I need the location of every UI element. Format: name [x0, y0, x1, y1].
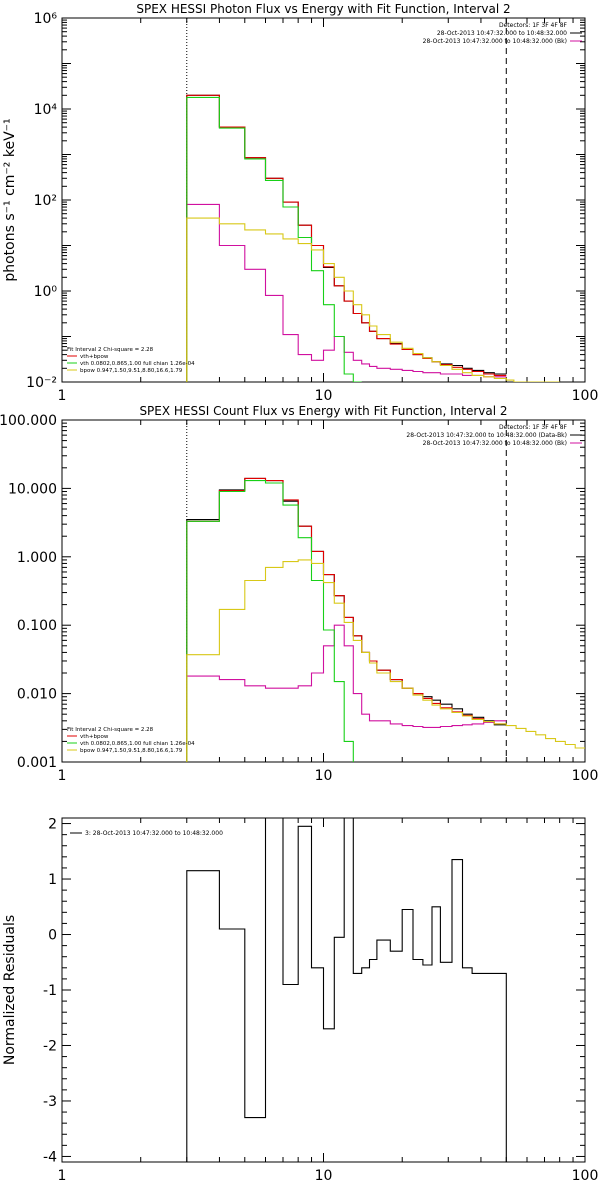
y-tick-label: 10.000 [8, 481, 57, 497]
legend-bottom-left: Fit Interval 2 Chi-square = 2.28vth+bpow… [67, 727, 195, 754]
y-tick-label: -1 [43, 983, 57, 999]
legend-bottom-left: Fit Interval 2 Chi-square = 2.28vth+bpow… [67, 347, 195, 374]
legend-text: bpow 0.947,1.50,9.51,8.80,16.6,1.79 [80, 368, 183, 374]
legend-text: vth 0.0802,0.865,1.00 full chian 1.26e-0… [80, 741, 195, 747]
series-group [186, 94, 560, 382]
series-bpow [186, 559, 585, 762]
series-bpow [186, 217, 560, 382]
y-tick-label: 10⁻² [26, 375, 57, 391]
legend-text: Fit Interval 2 Chi-square = 2.28 [67, 347, 154, 353]
x-tick-label: 100 [572, 1168, 599, 1184]
y-tick-label: 10⁶ [34, 11, 58, 27]
y-axis-label: Normalized Residuals [2, 915, 18, 1065]
legend-text: Detectors: 1F 3F 4F 8F [499, 424, 568, 431]
y-tick-label: 0.001 [17, 755, 57, 771]
x-tick-label: 1 [58, 1168, 67, 1184]
series-vth [186, 480, 354, 762]
legend-text: Fit Interval 2 Chi-square = 2.28 [67, 727, 154, 733]
y-tick-label: 0.010 [17, 687, 57, 703]
legend-text: 28-Oct-2013 10:47:32.000 to 10:48:32.000… [423, 38, 567, 45]
legend-text: bpow 0.947,1.50,9.51,8.80,16.6,1.79 [80, 748, 183, 754]
chart-title: SPEX HESSI Photon Flux vs Energy with Fi… [136, 2, 510, 16]
chart-title: SPEX HESSI Count Flux vs Energy with Fit… [139, 404, 507, 418]
y-tick-label: -2 [43, 1038, 57, 1054]
legend-inset: 3: 28-Oct-2013 10:47:32.000 to 10:48:32.… [70, 830, 223, 837]
x-tick-label: 1 [58, 388, 67, 404]
legend-text: Detectors: 1F 3F 4F 8F [499, 22, 568, 29]
y-tick-label: 0 [48, 928, 57, 944]
series-group [186, 818, 507, 1162]
chart-panel-1: SPEX HESSI Photon Flux vs Energy with Fi… [2, 2, 598, 404]
series-background [186, 203, 507, 382]
x-tick-label: 100 [572, 768, 599, 784]
x-tick-label: 10 [315, 388, 333, 404]
legend-text: vth+bpow [80, 354, 109, 360]
x-tick-label: 10 [315, 768, 333, 784]
chart-panel-3: 1 10 100 -4 -3 -2 -1 0 1 2 Normalized Residuals 3: … [2, 817, 598, 1184]
series-total_fit [186, 477, 507, 762]
y-tick-label: -4 [43, 1149, 57, 1165]
y-tick-label: 100.000 [0, 413, 57, 429]
x-tick-label: 10 [315, 1168, 333, 1184]
legend-text: 28-Oct-2013 10:47:32.000 to 10:48:32.000… [423, 440, 567, 447]
chart-panel-2: SPEX HESSI Count Flux vs Energy with Fit… [0, 404, 598, 784]
x-tick-label: 100 [572, 388, 599, 404]
y-axis-label: photons s⁻¹ cm⁻² keV⁻¹ [2, 118, 18, 281]
y-tick-label: 1.000 [17, 550, 57, 566]
y-tick-label: 2 [48, 817, 57, 833]
legend-text: vth 0.0802,0.865,1.00 full chian 1.26e-0… [80, 361, 195, 367]
y-tick-label: -3 [43, 1094, 57, 1110]
series-vth [186, 96, 362, 382]
series-data [186, 94, 507, 382]
y-tick-label: 10⁴ [34, 102, 58, 118]
y-tick-label: 10² [34, 193, 57, 209]
series-group [186, 477, 585, 762]
legend-text: vth+bpow [80, 734, 109, 740]
legend-text: 3: 28-Oct-2013 10:47:32.000 to 10:48:32.… [85, 830, 223, 837]
y-tick-label: 1 [48, 872, 57, 888]
legend-text: 28-Oct-2013 10:47:32.000 to 10:48:32.000 [437, 30, 567, 37]
x-tick-label: 1 [58, 768, 67, 784]
y-tick-label: 10⁰ [34, 284, 58, 300]
y-tick-label: 0.100 [17, 618, 57, 634]
series-data [186, 477, 507, 762]
series-data [186, 818, 507, 1162]
legend-text: 28-Oct-2013 10:47:32.000 to 10:48:32.000… [406, 432, 567, 439]
series-total_fit [186, 94, 507, 382]
series-background [186, 624, 507, 762]
